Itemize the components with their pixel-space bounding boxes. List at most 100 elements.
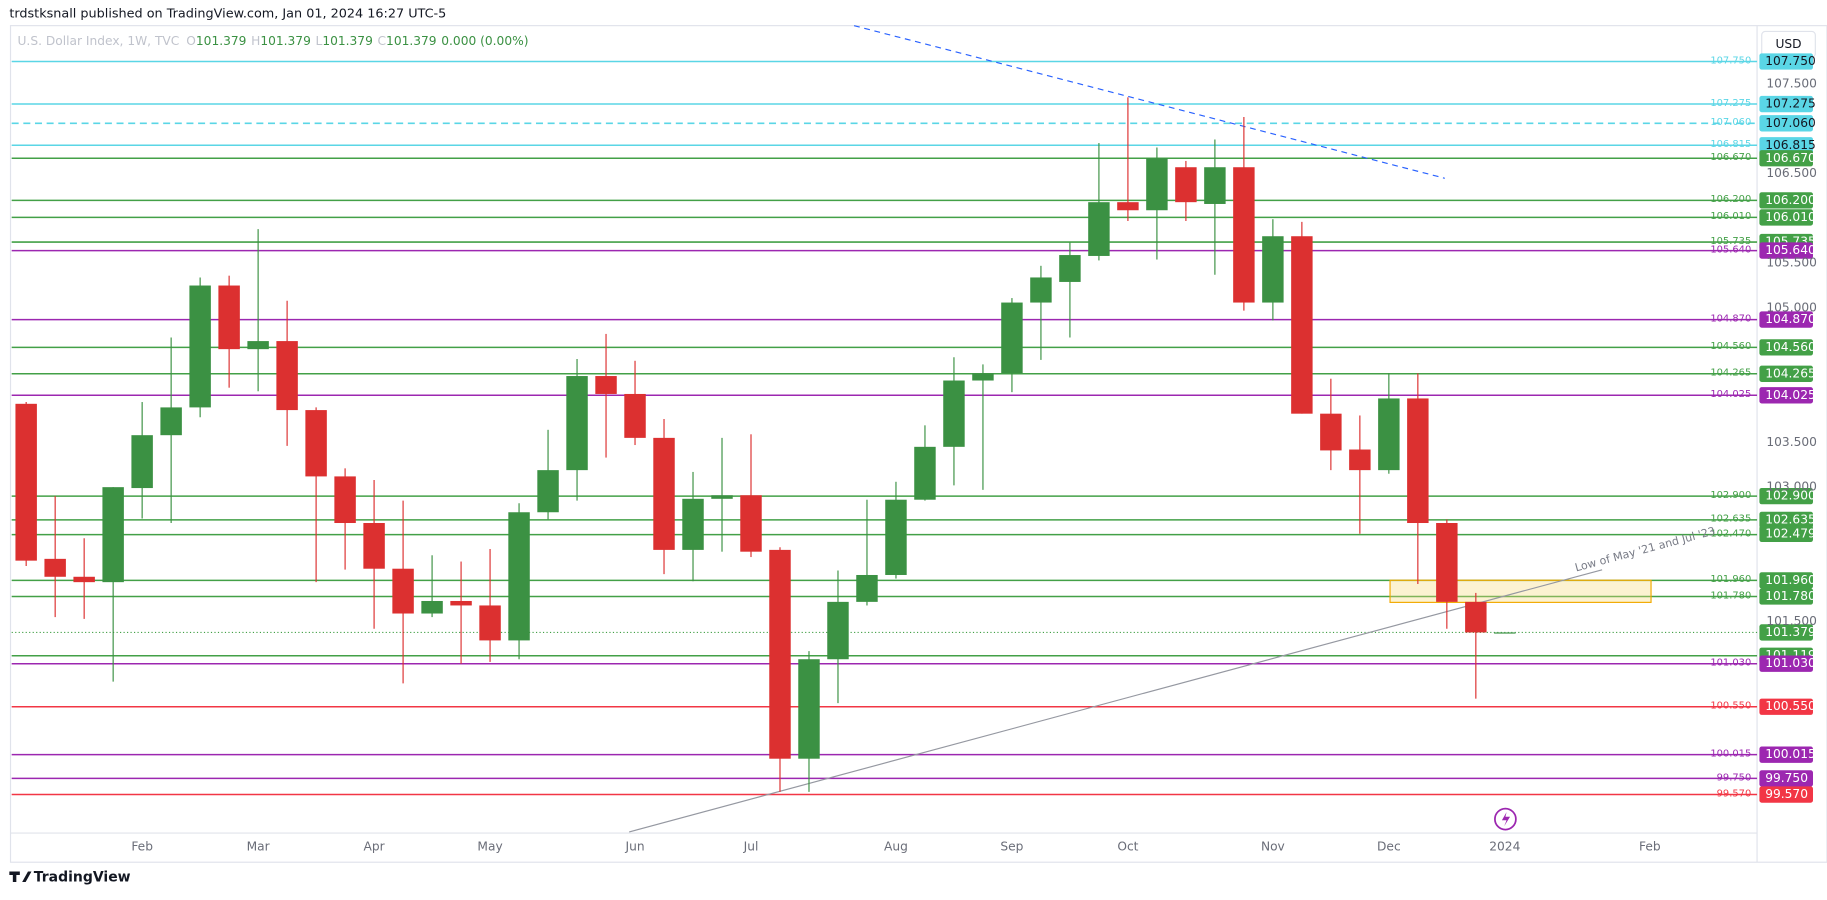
candle-body — [1175, 167, 1197, 203]
x-tick-label: Aug — [884, 840, 908, 854]
level-badge-text: 106.200 — [1765, 193, 1816, 207]
level-label: 100.550 — [1710, 701, 1751, 712]
level-badge-text: 106.010 — [1765, 210, 1816, 224]
footer-brand: TradingView — [34, 869, 131, 885]
legend-change: 0.000 (0.00%) — [441, 33, 528, 47]
y-tick-label: 106.500 — [1766, 166, 1817, 180]
level-badge — [1759, 209, 1813, 226]
trend-line — [629, 569, 1603, 833]
level-badge-text: 107.275 — [1765, 97, 1816, 111]
currency-label[interactable]: USD — [1775, 37, 1801, 51]
level-badge — [1759, 95, 1813, 113]
candle-body — [131, 435, 153, 489]
candle-body — [1349, 449, 1371, 471]
level-badge — [1759, 770, 1813, 787]
level-label: 100.015 — [1710, 749, 1751, 760]
legend-value: 101.379 — [386, 33, 437, 47]
legend-key: L — [316, 33, 323, 47]
legend-value: 101.379 — [196, 33, 247, 47]
y-tick-label: 103.000 — [1766, 480, 1817, 494]
level-badge-text: 102.479 — [1765, 526, 1816, 540]
candle-body — [508, 512, 530, 641]
level-badge — [1759, 339, 1813, 356]
level-badge-text: 106.815 — [1765, 138, 1816, 152]
level-badge — [1759, 655, 1813, 672]
candle-body — [1291, 236, 1313, 414]
x-tick-label: Sep — [1000, 840, 1023, 854]
level-badge — [1759, 746, 1813, 763]
level-badge — [1759, 511, 1813, 529]
level-badge-text: 101.780 — [1765, 589, 1816, 603]
candle-body — [1233, 167, 1255, 303]
candle-body — [392, 568, 414, 614]
candle-body — [972, 373, 994, 381]
x-tick-label: Nov — [1261, 840, 1285, 854]
level-badge — [1759, 53, 1813, 70]
level-badge-text: 104.265 — [1765, 366, 1816, 380]
y-tick-label: 103.500 — [1766, 435, 1817, 449]
x-tick-label: Apr — [364, 840, 386, 854]
candle-body — [102, 487, 124, 583]
level-badge-text: 100.015 — [1765, 747, 1816, 761]
level-label: 99.570 — [1717, 788, 1752, 799]
level-badge-text: 106.670 — [1765, 151, 1816, 165]
level-badge-text: 100.550 — [1765, 699, 1816, 713]
event-icon[interactable] — [1494, 807, 1517, 831]
candle-body — [334, 476, 356, 524]
candle-body — [1001, 302, 1023, 374]
x-tick-label: Dec — [1377, 840, 1401, 854]
candle-body — [1494, 632, 1516, 634]
publisher: trdstksnall published on TradingView.com… — [9, 6, 446, 21]
levels: 107.750 107.750 107.275 107.275 107.060 107.0… — [11, 53, 1816, 803]
level-label: 105.640 — [1710, 244, 1751, 255]
candle-body — [160, 407, 182, 436]
level-label: 106.200 — [1710, 194, 1751, 205]
y-tick-label: 105.000 — [1766, 300, 1817, 314]
x-tick-label: Oct — [1117, 840, 1138, 854]
level-label: 106.815 — [1710, 139, 1751, 150]
candle-body — [189, 285, 211, 408]
candle-body — [1204, 167, 1226, 204]
candle-body — [711, 495, 733, 499]
candle-body — [1030, 277, 1052, 303]
y-tick-label: 107.500 — [1766, 76, 1817, 90]
candle-body — [537, 470, 559, 513]
level-label: 107.275 — [1710, 98, 1751, 109]
candles — [15, 97, 1516, 792]
level-label: 107.060 — [1710, 117, 1751, 128]
level-badge — [1759, 242, 1813, 259]
candle-body — [1407, 398, 1429, 524]
level-badge-text: 101.379 — [1765, 625, 1816, 639]
candle-body — [798, 659, 820, 759]
level-label: 106.010 — [1710, 211, 1751, 222]
candle-body — [624, 393, 646, 438]
level-label: 102.635 — [1710, 514, 1751, 525]
candle-body — [682, 498, 704, 550]
candle-body — [1320, 413, 1342, 451]
x-tick-label: Feb — [131, 840, 153, 854]
level-label: 104.025 — [1710, 389, 1751, 400]
legend-key: O — [186, 33, 196, 47]
candle-body — [1088, 202, 1110, 256]
level-label: 106.670 — [1710, 152, 1751, 163]
candle-body — [276, 341, 298, 411]
legend-value: 101.379 — [322, 33, 373, 47]
candle-body — [479, 605, 501, 641]
level-badge-text: 102.900 — [1765, 489, 1816, 503]
level-badge — [1759, 115, 1813, 132]
y-tick-label: 101.500 — [1766, 614, 1817, 628]
candle-body — [1117, 202, 1139, 211]
level-badge — [1759, 311, 1813, 328]
level-badge-text: 107.060 — [1765, 116, 1816, 130]
level-badge — [1759, 588, 1813, 605]
x-tick-label: Jul — [743, 840, 759, 854]
level-badge-text: 104.560 — [1765, 340, 1816, 354]
legend-key: H — [251, 33, 260, 47]
level-badge-text: 105.640 — [1765, 243, 1816, 257]
legend-line: U.S. Dollar Index, 1W, TVC O101.379 H101.3… — [18, 33, 529, 47]
event-bolt — [1501, 812, 1511, 827]
level-badge — [1759, 698, 1813, 715]
level-badge — [1759, 192, 1813, 209]
candle-body — [914, 446, 936, 500]
candle-body — [44, 558, 66, 577]
